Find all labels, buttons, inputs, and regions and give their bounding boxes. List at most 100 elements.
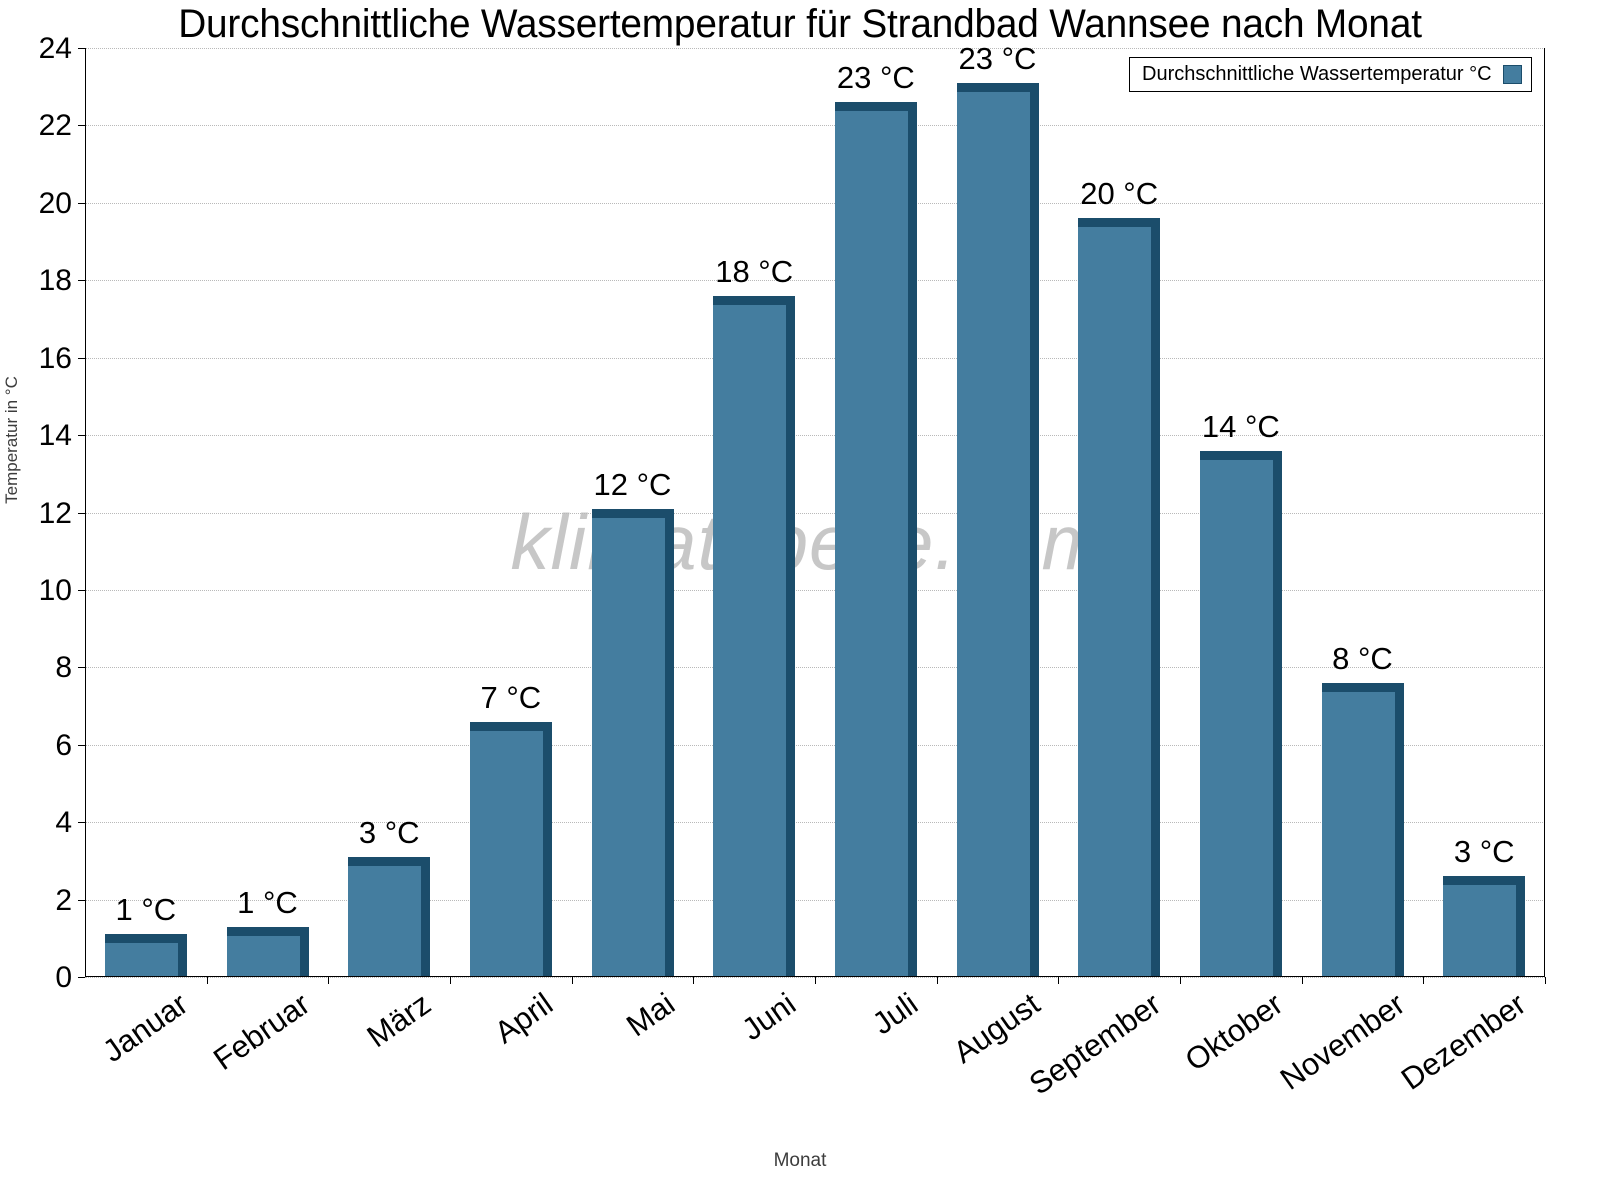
- gridline: [85, 822, 1545, 824]
- y-tick-label: 4: [55, 806, 72, 840]
- y-tick-label: 12: [38, 496, 72, 530]
- gridline: [85, 589, 1545, 591]
- y-tick-label: 18: [38, 264, 72, 298]
- y-tick-label: 20: [38, 186, 72, 220]
- bar[interactable]: 20 °C: [1078, 176, 1161, 977]
- x-tick-mark: [450, 977, 451, 984]
- legend-swatch-icon: [1502, 65, 1522, 84]
- y-tick-mark: [78, 512, 85, 514]
- bar-top-shadow: [956, 82, 1039, 92]
- legend: Durchschnittliche Wassertemperatur °C: [1129, 57, 1532, 92]
- bar-face: [713, 304, 787, 977]
- gridline: [85, 280, 1545, 282]
- y-tick-label: 22: [38, 109, 72, 143]
- x-tick-mark: [206, 977, 208, 984]
- gridline: [85, 202, 1545, 204]
- bar-top-shadow: [591, 508, 674, 518]
- bar-face: [1443, 885, 1517, 977]
- bar-top-shadow: [469, 721, 552, 731]
- bar-top-shadow: [834, 102, 917, 112]
- bar-value-label: 18 °C: [715, 253, 794, 289]
- x-axis-label-mai: Mai: [619, 986, 681, 1044]
- bar-side-shadow: [1272, 450, 1282, 977]
- x-axis-label-februar: Februar: [206, 986, 316, 1077]
- gridline: [85, 357, 1545, 359]
- x-axis-label-august: August: [946, 986, 1046, 1071]
- bar[interactable]: 18 °C: [713, 254, 796, 977]
- y-tick-mark: [78, 357, 85, 359]
- bar-top-shadow: [713, 295, 796, 305]
- bar[interactable]: 12 °C: [591, 467, 674, 977]
- bar[interactable]: 1 °C: [226, 885, 309, 977]
- y-tick-mark: [78, 48, 85, 49]
- bar-top-shadow: [104, 934, 187, 944]
- y-tick-mark: [78, 977, 85, 978]
- x-tick-mark: [936, 977, 938, 984]
- y-tick-mark: [78, 899, 85, 901]
- y-axis-title: Temperatur in °C: [2, 376, 21, 504]
- bar[interactable]: 8 °C: [1321, 641, 1404, 977]
- y-tick-label: 16: [38, 341, 72, 375]
- bar-value-label: 23 °C: [958, 40, 1037, 76]
- bar-top-shadow: [1199, 450, 1282, 460]
- x-axis-line: [85, 976, 1545, 977]
- bar-side-shadow: [1151, 218, 1161, 977]
- x-tick-mark: [571, 977, 573, 984]
- x-axis-label-november: November: [1273, 986, 1411, 1097]
- y-tick-mark: [78, 822, 85, 824]
- bar-value-label: 1 °C: [115, 892, 177, 928]
- bar-side-shadow: [421, 857, 431, 977]
- bar-face: [1078, 227, 1152, 977]
- x-tick-mark: [1545, 977, 1546, 984]
- bar-face: [469, 730, 543, 977]
- x-tick-mark: [328, 977, 330, 984]
- bar-value-label: 3 °C: [358, 815, 420, 851]
- bar-side-shadow: [786, 295, 796, 977]
- bar[interactable]: 3 °C: [1443, 834, 1526, 977]
- bar-face: [104, 943, 178, 977]
- bar-side-shadow: [299, 926, 309, 977]
- x-axis-label-oktober: Oktober: [1178, 986, 1289, 1078]
- x-tick-mark: [1301, 977, 1303, 984]
- x-axis-label-juli: Juli: [865, 986, 924, 1042]
- x-axis-title: Monat: [773, 1150, 827, 1171]
- bar-value-label: 7 °C: [480, 679, 542, 715]
- bar-face: [834, 111, 908, 977]
- gridline: [85, 125, 1545, 127]
- y-axis-line: [85, 48, 86, 977]
- bar[interactable]: 14 °C: [1199, 409, 1282, 977]
- bar[interactable]: 7 °C: [469, 680, 552, 977]
- y-tick-mark: [78, 667, 85, 669]
- bar-top-shadow: [226, 926, 309, 936]
- bar-value-label: 8 °C: [1332, 640, 1393, 676]
- bar-value-label: 3 °C: [1453, 834, 1515, 870]
- bar[interactable]: 23 °C: [834, 60, 917, 977]
- x-tick-mark: [1423, 977, 1425, 984]
- bar-face: [348, 866, 422, 977]
- bar-face: [1321, 691, 1395, 977]
- bar-value-label: 12 °C: [593, 466, 672, 502]
- bar-side-shadow: [1516, 876, 1526, 977]
- x-axis-label-april: April: [488, 986, 559, 1051]
- x-tick-mark: [693, 977, 695, 984]
- bar-value-label: 20 °C: [1080, 176, 1159, 212]
- gridline: [85, 512, 1545, 514]
- x-axis-label-september: September: [1022, 986, 1168, 1102]
- bar[interactable]: 23 °C: [956, 41, 1039, 977]
- x-axis-label-januar: Januar: [96, 986, 194, 1070]
- y-tick-mark: [78, 202, 85, 204]
- y-tick-label: 14: [38, 419, 72, 453]
- bar[interactable]: 3 °C: [348, 815, 431, 977]
- y-tick-mark: [78, 589, 85, 591]
- y-tick-label: 24: [38, 32, 72, 65]
- bar-top-shadow: [1321, 682, 1404, 692]
- x-axis-label-dezember: Dezember: [1395, 986, 1533, 1097]
- x-tick-mark: [815, 977, 816, 984]
- gridline: [85, 744, 1545, 746]
- bar-top-shadow: [1078, 218, 1161, 228]
- bar[interactable]: 1 °C: [104, 892, 187, 977]
- gridline: [85, 667, 1545, 669]
- chart-title: Durchschnittliche Wassertemperatur für S…: [178, 2, 1422, 46]
- legend-label: Durchschnittliche Wassertemperatur °C: [1142, 63, 1492, 85]
